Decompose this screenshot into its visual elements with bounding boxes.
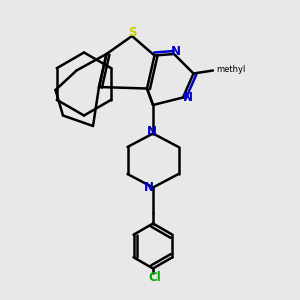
Text: N: N: [146, 124, 157, 138]
Text: Cl: Cl: [148, 271, 161, 284]
Text: N: N: [182, 91, 193, 104]
Text: N: N: [143, 181, 154, 194]
Text: S: S: [128, 26, 136, 39]
Text: N: N: [170, 45, 181, 58]
Text: methyl: methyl: [217, 64, 246, 74]
